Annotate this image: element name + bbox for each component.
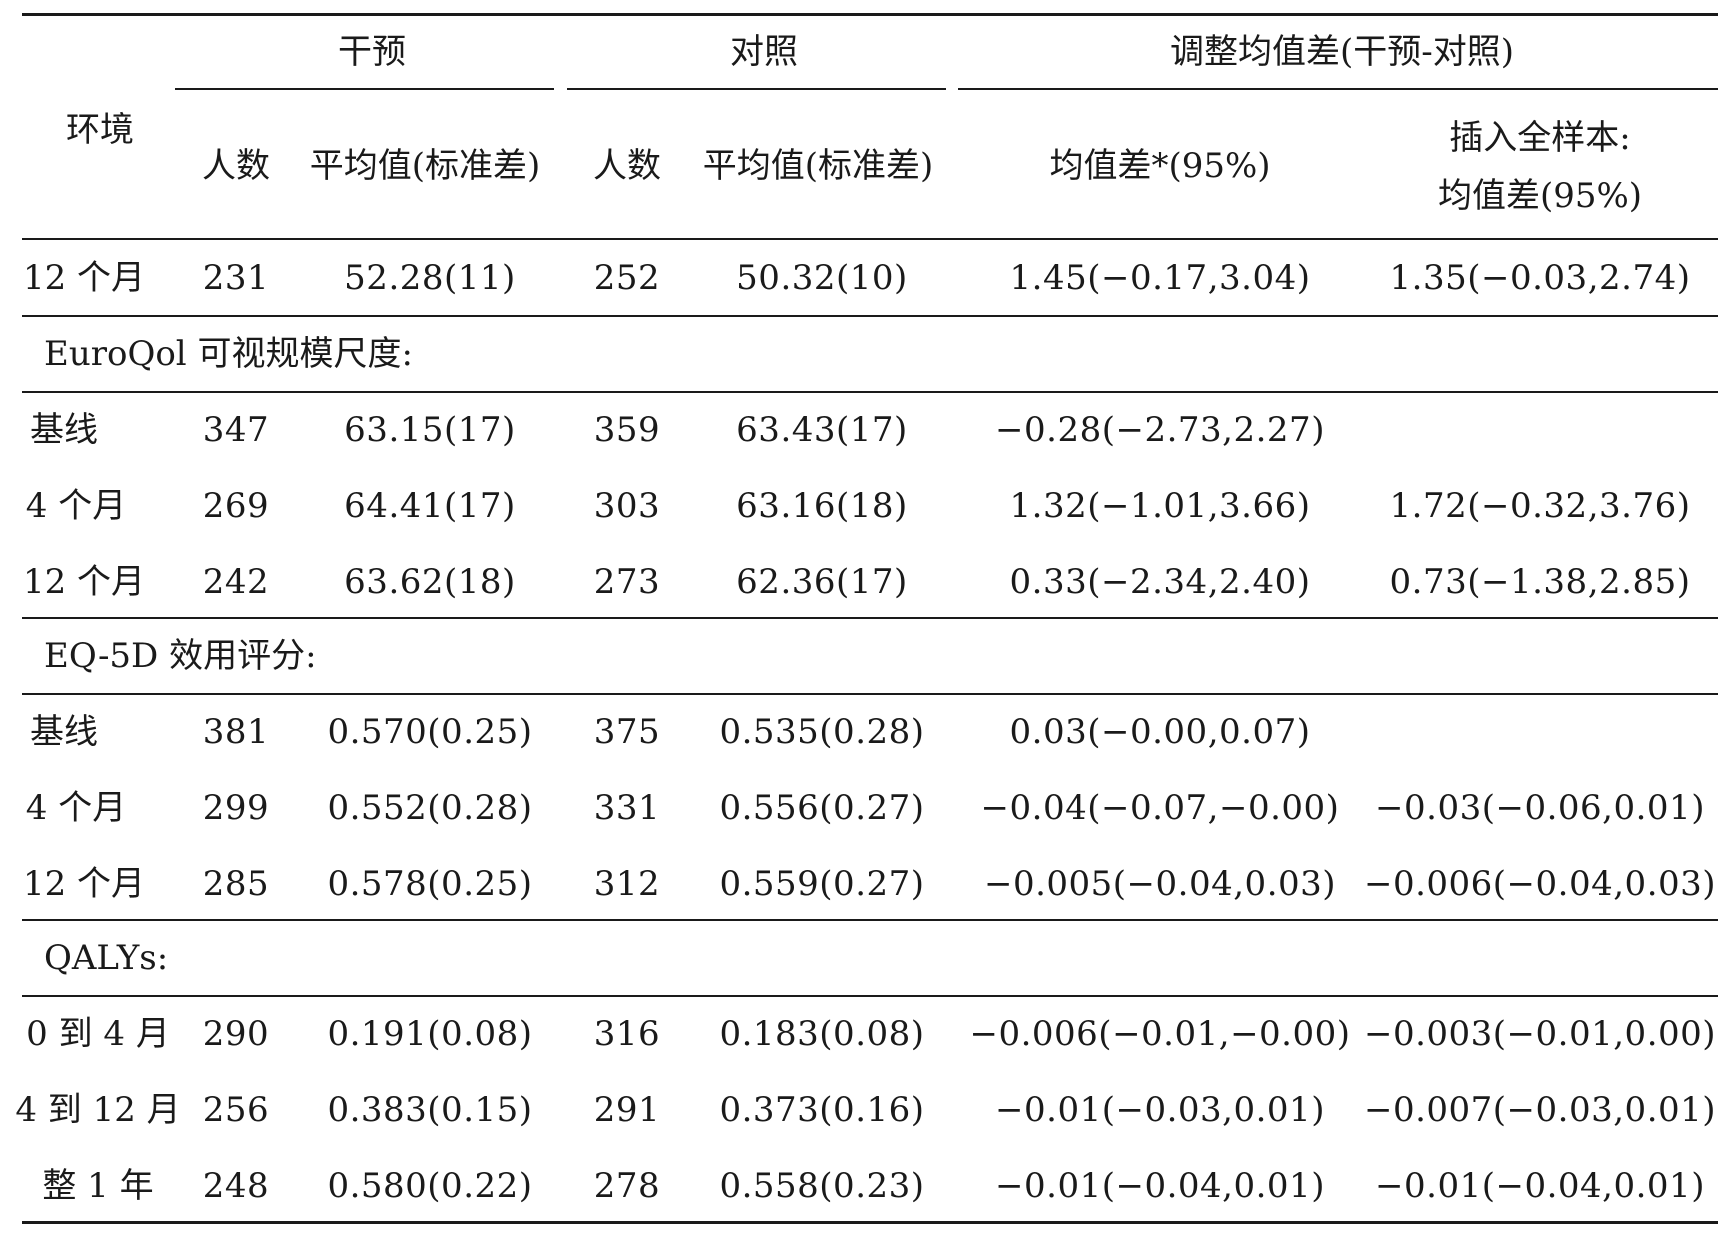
row-label: 4 个月 [25, 788, 127, 828]
cell-diff-imputed: −0.006(−0.04,0.03) [1363, 864, 1717, 904]
cell-n-intervention: 256 [202, 1090, 270, 1130]
cell-n-control: 316 [593, 1014, 661, 1054]
row-label: 0 到 4 月 [26, 1014, 170, 1054]
header-n-intervention: 人数 [202, 146, 270, 186]
cell-diff-imputed: 1.72(−0.32,3.76) [1389, 486, 1691, 526]
cell-diff-imputed: −0.03(−0.06,0.01) [1375, 788, 1705, 828]
cell-mean-intervention: 63.62(18) [344, 562, 516, 602]
header-mean-intervention: 平均值(标准差) [309, 146, 541, 186]
cell-n-control: 359 [593, 410, 661, 450]
cell-n-control: 375 [593, 712, 661, 752]
cell-n-intervention: 269 [202, 486, 270, 526]
cell-mean-control: 63.16(18) [736, 486, 908, 526]
cell-diff: −0.01(−0.04,0.01) [995, 1166, 1325, 1206]
cell-mean-control: 0.183(0.08) [719, 1014, 925, 1054]
cell-diff-imputed: −0.007(−0.03,0.01) [1363, 1090, 1717, 1130]
header-diff-ci: 均值差*(95%) [1049, 146, 1271, 186]
cell-diff: −0.005(−0.04,0.03) [983, 864, 1337, 904]
header-imputed-line1: 插入全样本: [1449, 118, 1631, 158]
bottom-rule [22, 1221, 1718, 1224]
header-env: 环境 [66, 110, 134, 150]
diff-underline [958, 88, 1718, 90]
header-control: 对照 [730, 32, 798, 72]
cell-diff: 0.33(−2.34,2.40) [1009, 562, 1311, 602]
row-label: 12 个月 [22, 258, 146, 298]
cell-mean-intervention: 52.28(11) [344, 258, 516, 298]
section-rule [22, 995, 1718, 997]
cell-mean-control: 0.535(0.28) [719, 712, 925, 752]
cell-n-control: 273 [593, 562, 661, 602]
cell-mean-control: 0.556(0.27) [719, 788, 925, 828]
cell-n-control: 291 [593, 1090, 661, 1130]
cell-mean-control: 62.36(17) [736, 562, 908, 602]
section-rule [22, 315, 1718, 317]
control-underline [567, 88, 946, 90]
cell-mean-intervention: 0.578(0.25) [327, 864, 533, 904]
row-label: 整 1 年 [42, 1166, 154, 1206]
header-intervention: 干预 [338, 32, 406, 72]
cell-mean-intervention: 0.570(0.25) [327, 712, 533, 752]
cell-mean-intervention: 64.41(17) [344, 486, 516, 526]
cell-n-intervention: 381 [202, 712, 270, 752]
cell-n-intervention: 347 [202, 410, 270, 450]
cell-n-control: 252 [593, 258, 661, 298]
cell-n-intervention: 242 [202, 562, 270, 602]
cell-diff: −0.04(−0.07,−0.00) [980, 788, 1340, 828]
cell-diff-imputed: −0.01(−0.04,0.01) [1375, 1166, 1705, 1206]
header-mean-control: 平均值(标准差) [702, 146, 934, 186]
section-heading: QALYs: [44, 938, 169, 978]
header-adjusted-diff: 调整均值差(干预-对照) [1169, 32, 1515, 72]
cell-mean-intervention: 63.15(17) [344, 410, 516, 450]
row-label: 4 个月 [25, 486, 127, 526]
cell-mean-control: 63.43(17) [736, 410, 908, 450]
row-label: 基线 [30, 712, 98, 752]
cell-diff-imputed: −0.003(−0.01,0.00) [1363, 1014, 1717, 1054]
section-heading: EuroQol 可视规模尺度: [44, 334, 413, 374]
header-imputed-line2: 均值差(95%) [1437, 176, 1643, 216]
row-label: 基线 [30, 410, 98, 450]
cell-n-intervention: 290 [202, 1014, 270, 1054]
cell-mean-control: 0.558(0.23) [719, 1166, 925, 1206]
cell-diff: −0.01(−0.03,0.01) [995, 1090, 1325, 1130]
cell-n-intervention: 248 [202, 1166, 270, 1206]
cell-n-control: 278 [593, 1166, 661, 1206]
cell-n-control: 303 [593, 486, 661, 526]
section-rule [22, 919, 1718, 921]
header-n-control: 人数 [593, 146, 661, 186]
row-label: 4 到 12 月 [15, 1090, 181, 1130]
cell-mean-intervention: 0.552(0.28) [327, 788, 533, 828]
section-rule [22, 693, 1718, 695]
row-label: 12 个月 [22, 562, 146, 602]
row-label: 12 个月 [22, 864, 146, 904]
cell-n-control: 312 [593, 864, 661, 904]
header-bottom-rule [22, 238, 1718, 240]
cell-diff: 0.03(−0.00,0.07) [1009, 712, 1311, 752]
cell-diff-imputed: 1.35(−0.03,2.74) [1389, 258, 1691, 298]
cell-mean-control: 50.32(10) [736, 258, 908, 298]
section-heading: EQ-5D 效用评分: [44, 636, 317, 676]
cell-diff: −0.28(−2.73,2.27) [995, 410, 1325, 450]
cell-diff: −0.006(−0.01,−0.00) [969, 1014, 1351, 1054]
cell-diff: 1.45(−0.17,3.04) [1009, 258, 1311, 298]
cell-n-intervention: 299 [202, 788, 270, 828]
section-rule [22, 391, 1718, 393]
cell-mean-intervention: 0.383(0.15) [327, 1090, 533, 1130]
cell-mean-control: 0.373(0.16) [719, 1090, 925, 1130]
intervention-underline [175, 88, 554, 90]
section-rule [22, 617, 1718, 619]
cell-diff: 1.32(−1.01,3.66) [1009, 486, 1311, 526]
cell-n-control: 331 [593, 788, 661, 828]
cell-mean-intervention: 0.580(0.22) [327, 1166, 533, 1206]
cell-n-intervention: 231 [202, 258, 270, 298]
top-rule [22, 13, 1718, 16]
cell-mean-control: 0.559(0.27) [719, 864, 925, 904]
cell-n-intervention: 285 [202, 864, 270, 904]
cell-mean-intervention: 0.191(0.08) [327, 1014, 533, 1054]
cell-diff-imputed: 0.73(−1.38,2.85) [1389, 562, 1691, 602]
